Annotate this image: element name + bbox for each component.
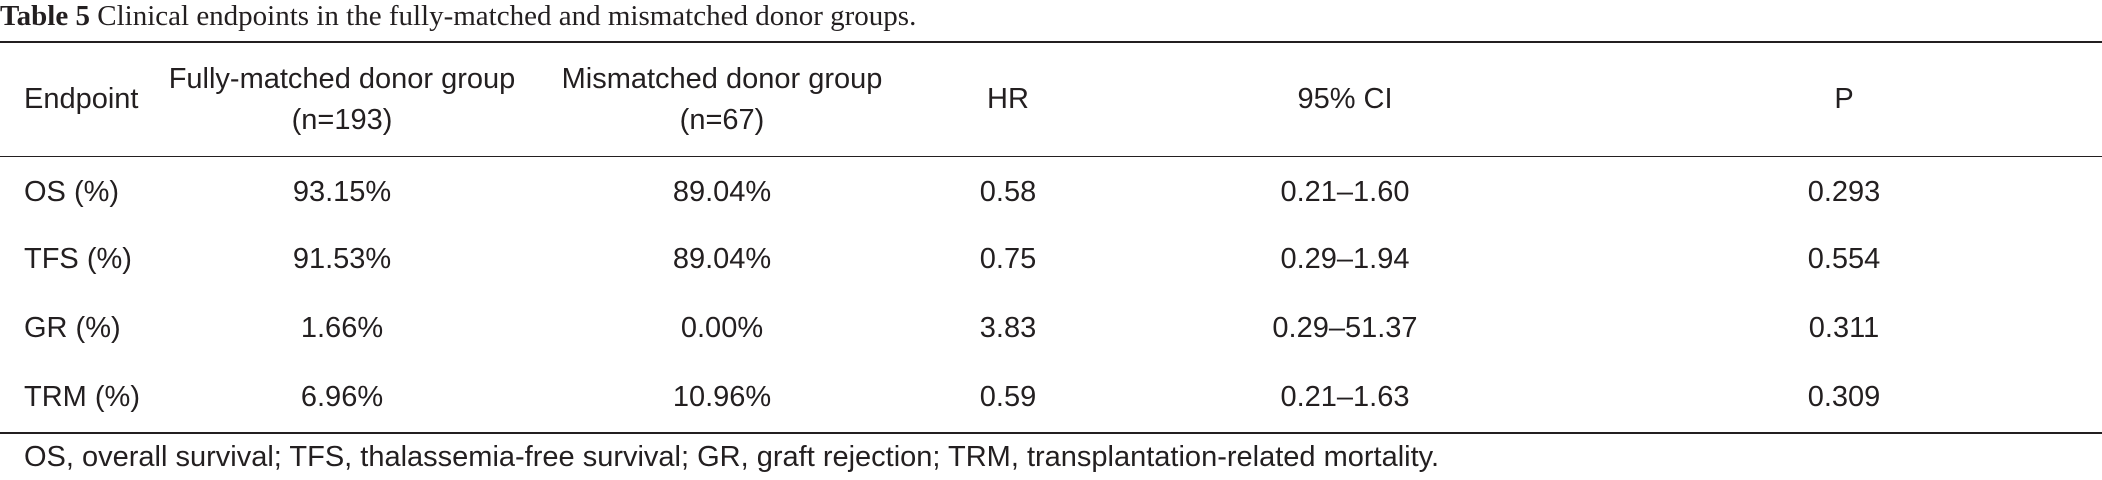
cell-fully-matched: 1.66% bbox=[300, 312, 384, 344]
table-footnote: OS, overall survival; TFS, thalassemia-f… bbox=[24, 441, 1440, 473]
header-fully-matched: Fully-matched donor group (n=193) bbox=[168, 62, 516, 136]
cell-endpoint: OS (%) bbox=[24, 176, 120, 208]
cell-ci: 0.29–51.37 bbox=[1272, 312, 1418, 344]
cell-mismatched: 89.04% bbox=[672, 243, 772, 275]
cell-fully-matched: 91.53% bbox=[292, 243, 392, 275]
table-header-row: Endpoint Fully-matched donor group (n=193… bbox=[0, 43, 2102, 156]
cell-fully-matched: 93.15% bbox=[292, 176, 392, 208]
header-endpoint: Endpoint bbox=[24, 83, 139, 115]
header-ci: 95% CI bbox=[1297, 83, 1393, 115]
table-row: GR (%) 1.66% 0.00% 3.83 0.29–51.37 0.311 bbox=[0, 294, 2102, 363]
header-hr: HR bbox=[987, 83, 1029, 115]
table-row: TRM (%) 6.96% 10.96% 0.59 0.21–1.63 0.30… bbox=[0, 363, 2102, 432]
endpoints-table: Endpoint Fully-matched donor group (n=193… bbox=[0, 43, 2102, 432]
table-caption-label: Table 5 bbox=[0, 0, 90, 32]
cell-p: 0.309 bbox=[1807, 381, 1881, 413]
cell-mismatched: 89.04% bbox=[672, 176, 772, 208]
table-header-rule bbox=[0, 156, 2102, 157]
cell-p: 0.293 bbox=[1807, 176, 1881, 208]
table-bottom-rule bbox=[0, 432, 2102, 434]
table-row: TFS (%) 91.53% 89.04% 0.75 0.29–1.94 0.5… bbox=[0, 225, 2102, 294]
cell-mismatched: 0.00% bbox=[680, 312, 764, 344]
table-row: OS (%) 93.15% 89.04% 0.58 0.21–1.60 0.29… bbox=[0, 156, 2102, 225]
cell-ci: 0.21–1.60 bbox=[1280, 176, 1410, 208]
cell-hr: 0.59 bbox=[979, 381, 1037, 413]
cell-p: 0.311 bbox=[1808, 312, 1880, 344]
cell-endpoint: GR (%) bbox=[24, 312, 121, 344]
cell-mismatched: 10.96% bbox=[672, 381, 772, 413]
table-caption: Table 5 Clinical endpoints in the fully-… bbox=[0, 0, 916, 40]
cell-hr: 0.58 bbox=[979, 176, 1037, 208]
cell-ci: 0.29–1.94 bbox=[1280, 243, 1410, 275]
cell-fully-matched: 6.96% bbox=[300, 381, 384, 413]
cell-hr: 0.75 bbox=[979, 243, 1037, 275]
cell-p: 0.554 bbox=[1807, 243, 1881, 275]
cell-hr: 3.83 bbox=[979, 312, 1037, 344]
header-mismatched: Mismatched donor group (n=67) bbox=[561, 62, 883, 136]
cell-endpoint: TRM (%) bbox=[24, 381, 140, 413]
header-p: P bbox=[1834, 83, 1854, 115]
table-caption-text: Clinical endpoints in the fully-matched … bbox=[97, 0, 917, 32]
cell-endpoint: TFS (%) bbox=[24, 243, 132, 275]
table-top-rule bbox=[0, 41, 2102, 43]
cell-ci: 0.21–1.63 bbox=[1280, 381, 1410, 413]
